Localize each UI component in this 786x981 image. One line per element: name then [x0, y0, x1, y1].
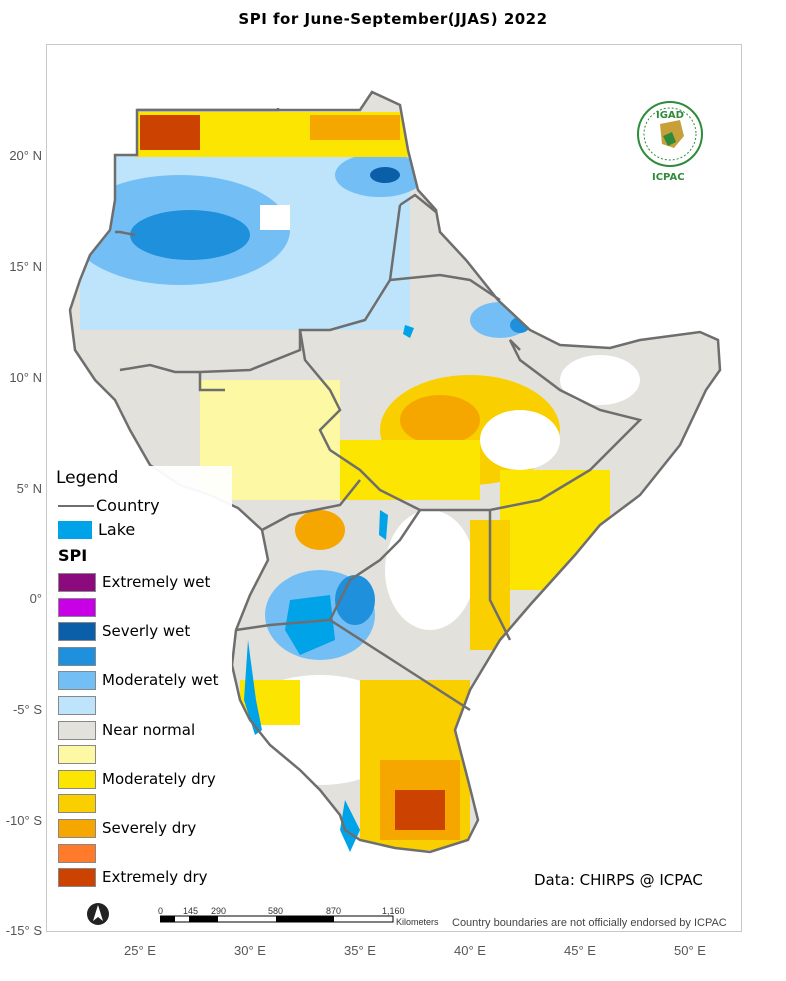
scale-tick-0: 0 [158, 906, 164, 916]
scale-tick-290: 290 [211, 906, 227, 916]
legend-lake-row: Lake [58, 520, 135, 539]
logo-top-text: IGAD [656, 110, 684, 121]
country-boundaries [68, 90, 722, 854]
legend-country-row: Country [58, 496, 160, 515]
lon-label-45e: 45° E [564, 943, 596, 958]
lon-label-40e: 40° E [454, 943, 486, 958]
spi-swatch-5 [58, 696, 96, 715]
spi-swatch-7 [58, 745, 96, 764]
lon-label-25e: 25° E [124, 943, 156, 958]
spi-class-label: Extremely wet [102, 573, 211, 591]
spi-swatch-1 [58, 598, 96, 617]
icpac-logo [637, 101, 703, 167]
lat-label-5n: 5° N [16, 481, 42, 496]
scale-unit: Kilometers [396, 917, 439, 927]
spi-swatch-8 [58, 770, 96, 789]
spi-class-label: Near normal [102, 721, 196, 739]
lat-label-20n: 20° N [9, 148, 42, 163]
lake-swatch [58, 520, 92, 539]
legend-title: Legend [56, 468, 119, 488]
spi-class-label: Moderately wet [102, 671, 219, 689]
country-line-icon [58, 504, 94, 507]
scale-tick-145: 145 [183, 906, 199, 916]
spi-swatch-4 [58, 671, 96, 690]
spi-swatch-2 [58, 622, 96, 641]
logo-bottom-text: ICPAC [652, 172, 685, 183]
spi-class-label: Moderately dry [102, 770, 216, 788]
lon-label-30e: 30° E [234, 943, 266, 958]
lon-label-35e: 35° E [344, 943, 376, 958]
lat-label-10s: -10° S [5, 813, 42, 828]
data-credit: Data: CHIRPS @ ICPAC [534, 871, 703, 889]
north-arrow-icon [87, 903, 109, 925]
scale-tick-870: 870 [326, 906, 342, 916]
spi-swatch-11 [58, 844, 96, 863]
lat-label-15n: 15° N [9, 259, 42, 274]
map-title: SPI for June-September(JJAS) 2022 [238, 10, 548, 28]
spi-swatch-0 [58, 573, 96, 592]
lakes [244, 325, 414, 852]
spi-swatch-12 [58, 868, 96, 887]
lat-label-10n: 10° N [9, 370, 42, 385]
lat-label-0: 0° [29, 591, 42, 606]
lon-label-50e: 50° E [674, 943, 706, 958]
spi-swatch-10 [58, 819, 96, 838]
scale-bar [160, 915, 394, 923]
spi-swatch-3 [58, 647, 96, 666]
scale-tick-1160: 1,160 [382, 906, 405, 916]
lat-label-5s: -5° S [12, 702, 42, 717]
spi-class-label: Severly wet [102, 622, 191, 640]
legend-lake-label: Lake [98, 520, 136, 539]
spi-class-label: Extremely dry [102, 868, 208, 886]
legend-country-label: Country [96, 496, 160, 515]
lat-label-15s: -15° S [5, 923, 42, 938]
spi-heading: SPI [58, 546, 88, 565]
spi-swatch-9 [58, 794, 96, 813]
disclaimer: Country boundaries are not officially en… [452, 917, 727, 929]
scale-tick-580: 580 [268, 906, 284, 916]
spi-class-label: Severely dry [102, 819, 197, 837]
spi-swatch-6 [58, 721, 96, 740]
